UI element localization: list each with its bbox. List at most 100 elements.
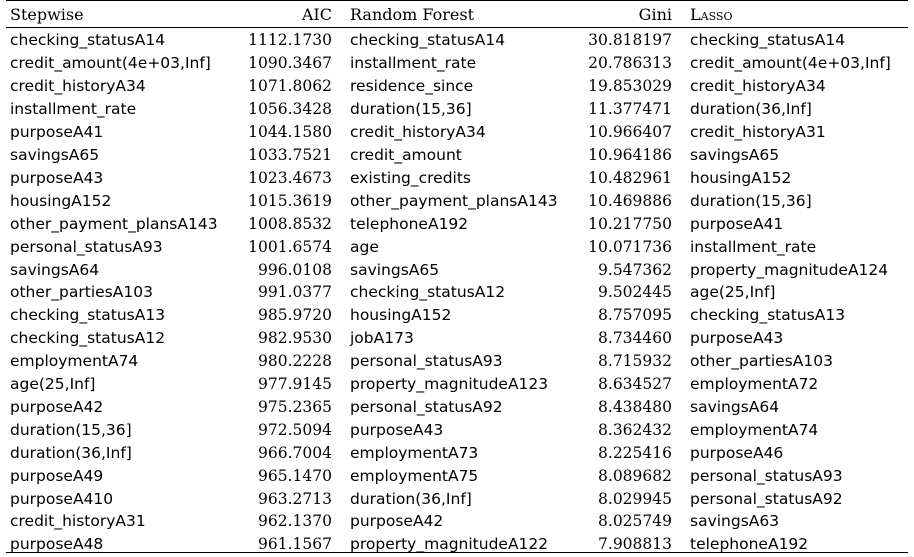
cell-lasso-variable: installment_rate xyxy=(690,237,817,256)
cell-stepwise-variable: purposeA43 xyxy=(10,168,104,187)
table-row: credit_historyA31 962.1370 purposeA42 8.025… xyxy=(6,510,908,533)
table-row: duration(36,Inf] 966.7004 employmentA73 8.2… xyxy=(6,441,908,464)
table-row: savingsA64 996.0108 savingsA65 9.547362 prop… xyxy=(6,258,908,281)
cell-aic-value: 961.1567 xyxy=(258,535,332,554)
cell-lasso-variable: savingsA65 xyxy=(690,145,780,164)
cell-stepwise-variable: checking_statusA13 xyxy=(10,306,166,325)
cell-gini-value: 10.966407 xyxy=(588,123,672,142)
cell-stepwise-variable: duration(36,Inf] xyxy=(10,443,132,462)
table-row: purposeA41 1044.1580 credit_historyA34 10.9… xyxy=(6,121,908,144)
cell-gini-value: 10.469886 xyxy=(588,191,672,210)
cell-aic-value: 991.0377 xyxy=(258,283,332,302)
cell-random-forest-variable: housingA152 xyxy=(350,306,452,325)
cell-lasso-variable: checking_statusA13 xyxy=(690,306,846,325)
header-aic: AIC xyxy=(301,5,332,24)
cell-gini-value: 10.071736 xyxy=(588,237,672,256)
cell-gini-value: 8.734460 xyxy=(598,329,672,348)
cell-gini-value: 9.502445 xyxy=(598,283,672,302)
cell-stepwise-variable: purposeA48 xyxy=(10,535,104,554)
cell-aic-value: 1033.7521 xyxy=(248,145,332,164)
cell-random-forest-variable: residence_since xyxy=(350,77,474,96)
cell-lasso-variable: personal_statusA92 xyxy=(690,489,843,508)
header-lasso: Lasso xyxy=(690,5,733,24)
cell-stepwise-variable: checking_statusA14 xyxy=(10,31,166,50)
cell-lasso-variable: purposeA41 xyxy=(690,214,784,233)
cell-aic-value: 1112.1730 xyxy=(248,31,332,50)
cell-gini-value: 7.908813 xyxy=(598,535,672,554)
cell-random-forest-variable: existing_credits xyxy=(350,168,472,187)
table-row: checking_statusA13 985.9720 housingA152 8.7… xyxy=(6,304,908,327)
bottom-rule xyxy=(6,552,908,554)
cell-random-forest-variable: checking_statusA14 xyxy=(350,31,506,50)
cell-aic-value: 975.2365 xyxy=(258,397,332,416)
cell-random-forest-variable: installment_rate xyxy=(350,54,477,73)
cell-lasso-variable: purposeA46 xyxy=(690,443,784,462)
table-row: checking_statusA14 1112.1730 checking_stat… xyxy=(6,27,908,52)
cell-random-forest-variable: employmentA73 xyxy=(350,443,479,462)
cell-random-forest-variable: duration(36,Inf] xyxy=(350,489,472,508)
cell-stepwise-variable: other_payment_plansA143 xyxy=(10,214,218,233)
cell-random-forest-variable: other_payment_plansA143 xyxy=(350,191,558,210)
cell-gini-value: 9.547362 xyxy=(598,260,672,279)
cell-lasso-variable: property_magnitudeA124 xyxy=(690,260,889,279)
cell-lasso-variable: other_partiesA103 xyxy=(690,352,833,371)
cell-aic-value: 1023.4673 xyxy=(248,168,332,187)
cell-stepwise-variable: checking_statusA12 xyxy=(10,329,166,348)
cell-stepwise-variable: installment_rate xyxy=(10,100,137,119)
cell-random-forest-variable: employmentA75 xyxy=(350,466,479,485)
cell-stepwise-variable: employmentA74 xyxy=(10,352,139,371)
cell-gini-value: 8.225416 xyxy=(598,443,672,462)
cell-stepwise-variable: purposeA410 xyxy=(10,489,114,508)
cell-random-forest-variable: savingsA65 xyxy=(350,260,440,279)
table-row: other_payment_plansA143 1008.8532 telephon… xyxy=(6,212,908,235)
cell-random-forest-variable: property_magnitudeA123 xyxy=(350,375,549,394)
cell-random-forest-variable: personal_statusA92 xyxy=(350,397,503,416)
cell-random-forest-variable: purposeA42 xyxy=(350,512,444,531)
table-row: installment_rate 1056.3428 duration(15,36]… xyxy=(6,98,908,121)
cell-aic-value: 982.9530 xyxy=(258,329,332,348)
cell-stepwise-variable: savingsA64 xyxy=(10,260,100,279)
cell-gini-value: 20.786313 xyxy=(588,54,672,73)
cell-aic-value: 1044.1580 xyxy=(248,123,332,142)
cell-gini-value: 11.377471 xyxy=(588,100,672,119)
table-row: personal_statusA93 1001.6574 age 10.071736 i… xyxy=(6,235,908,258)
cell-random-forest-variable: credit_historyA34 xyxy=(350,123,486,142)
cell-aic-value: 1090.3467 xyxy=(248,54,332,73)
cell-gini-value: 10.482961 xyxy=(588,168,672,187)
cell-aic-value: 972.5094 xyxy=(258,420,332,439)
cell-gini-value: 8.634527 xyxy=(598,375,672,394)
header-row: Stepwise AIC Random Forest Gini Lasso xyxy=(6,2,908,27)
cell-gini-value: 10.217750 xyxy=(588,214,672,233)
table-row: credit_amount(4e+03,Inf] 1090.3467 install… xyxy=(6,52,908,75)
cell-aic-value: 1001.6574 xyxy=(248,237,332,256)
cell-stepwise-variable: age(25,Inf] xyxy=(10,375,96,394)
cell-aic-value: 1008.8532 xyxy=(248,214,332,233)
cell-lasso-variable: savingsA64 xyxy=(690,397,780,416)
cell-stepwise-variable: personal_statusA93 xyxy=(10,237,163,256)
table-row: purposeA43 1023.4673 existing_credits 10.48… xyxy=(6,166,908,189)
cell-aic-value: 966.7004 xyxy=(258,443,332,462)
cell-stepwise-variable: purposeA42 xyxy=(10,397,104,416)
cell-gini-value: 8.438480 xyxy=(598,397,672,416)
header-stepwise: Stepwise xyxy=(10,5,84,24)
cell-stepwise-variable: savingsA65 xyxy=(10,145,100,164)
table-row: housingA152 1015.3619 other_payment_plansA… xyxy=(6,189,908,212)
cell-aic-value: 1056.3428 xyxy=(248,100,332,119)
cell-lasso-variable: personal_statusA93 xyxy=(690,466,843,485)
cell-lasso-variable: duration(15,36] xyxy=(690,191,812,210)
cell-aic-value: 977.9145 xyxy=(258,375,332,394)
cell-stepwise-variable: purposeA41 xyxy=(10,123,104,142)
cell-random-forest-variable: jobA173 xyxy=(350,329,414,348)
cell-lasso-variable: age(25,Inf] xyxy=(690,283,776,302)
header-rule xyxy=(6,27,908,28)
cell-lasso-variable: duration(36,Inf] xyxy=(690,100,812,119)
cell-lasso-variable: employmentA74 xyxy=(690,420,819,439)
cell-random-forest-variable: checking_statusA12 xyxy=(350,283,506,302)
cell-random-forest-variable: duration(15,36] xyxy=(350,100,472,119)
table-row: credit_historyA34 1071.8062 residence_sinc… xyxy=(6,75,908,98)
cell-lasso-variable: housingA152 xyxy=(690,168,792,187)
table-row: checking_statusA12 982.9530 jobA173 8.73446… xyxy=(6,327,908,350)
table-row: purposeA48 961.1567 property_magnitudeA122… xyxy=(6,533,908,556)
cell-stepwise-variable: purposeA49 xyxy=(10,466,104,485)
cell-gini-value: 8.029945 xyxy=(598,489,672,508)
